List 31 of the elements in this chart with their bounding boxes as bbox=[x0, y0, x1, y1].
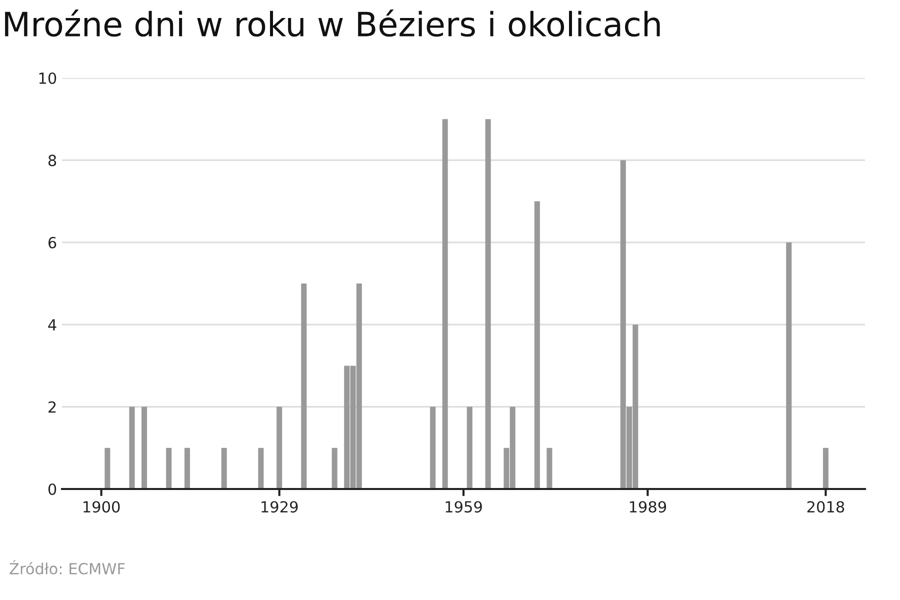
bar bbox=[166, 448, 172, 489]
bar bbox=[430, 406, 436, 489]
bar bbox=[142, 406, 148, 489]
bar bbox=[822, 448, 828, 489]
bar bbox=[485, 119, 491, 489]
bar bbox=[442, 119, 448, 489]
text: Źródło: ECMWF bbox=[10, 560, 125, 574]
bar bbox=[786, 242, 792, 489]
bar bbox=[546, 448, 552, 489]
bar bbox=[276, 406, 282, 489]
x-tick-label: 1959 bbox=[446, 501, 482, 513]
y-tick-label: 0 bbox=[48, 483, 56, 496]
bar bbox=[466, 406, 472, 489]
bar bbox=[258, 448, 264, 489]
x-tick-label: 2018 bbox=[807, 501, 844, 513]
bar bbox=[129, 406, 135, 489]
y-tick-label: 4 bbox=[48, 319, 56, 330]
chart-title: Mroźne dni w roku w Béziers i okolicach bbox=[5, 10, 660, 37]
bar bbox=[301, 284, 307, 489]
bar bbox=[221, 448, 227, 489]
bar bbox=[332, 448, 338, 489]
x-tick-label: 1900 bbox=[84, 501, 120, 513]
y-tick-label: 8 bbox=[48, 154, 56, 166]
y-tick-label: 6 bbox=[48, 236, 56, 248]
y-tick-label: 10 bbox=[39, 72, 56, 84]
x-tick-label: 1989 bbox=[630, 501, 666, 513]
bar bbox=[104, 448, 110, 489]
bar bbox=[184, 448, 190, 489]
y-tick-label: 2 bbox=[48, 401, 56, 413]
bar bbox=[534, 201, 540, 489]
x-tick-label: 1929 bbox=[262, 501, 298, 513]
